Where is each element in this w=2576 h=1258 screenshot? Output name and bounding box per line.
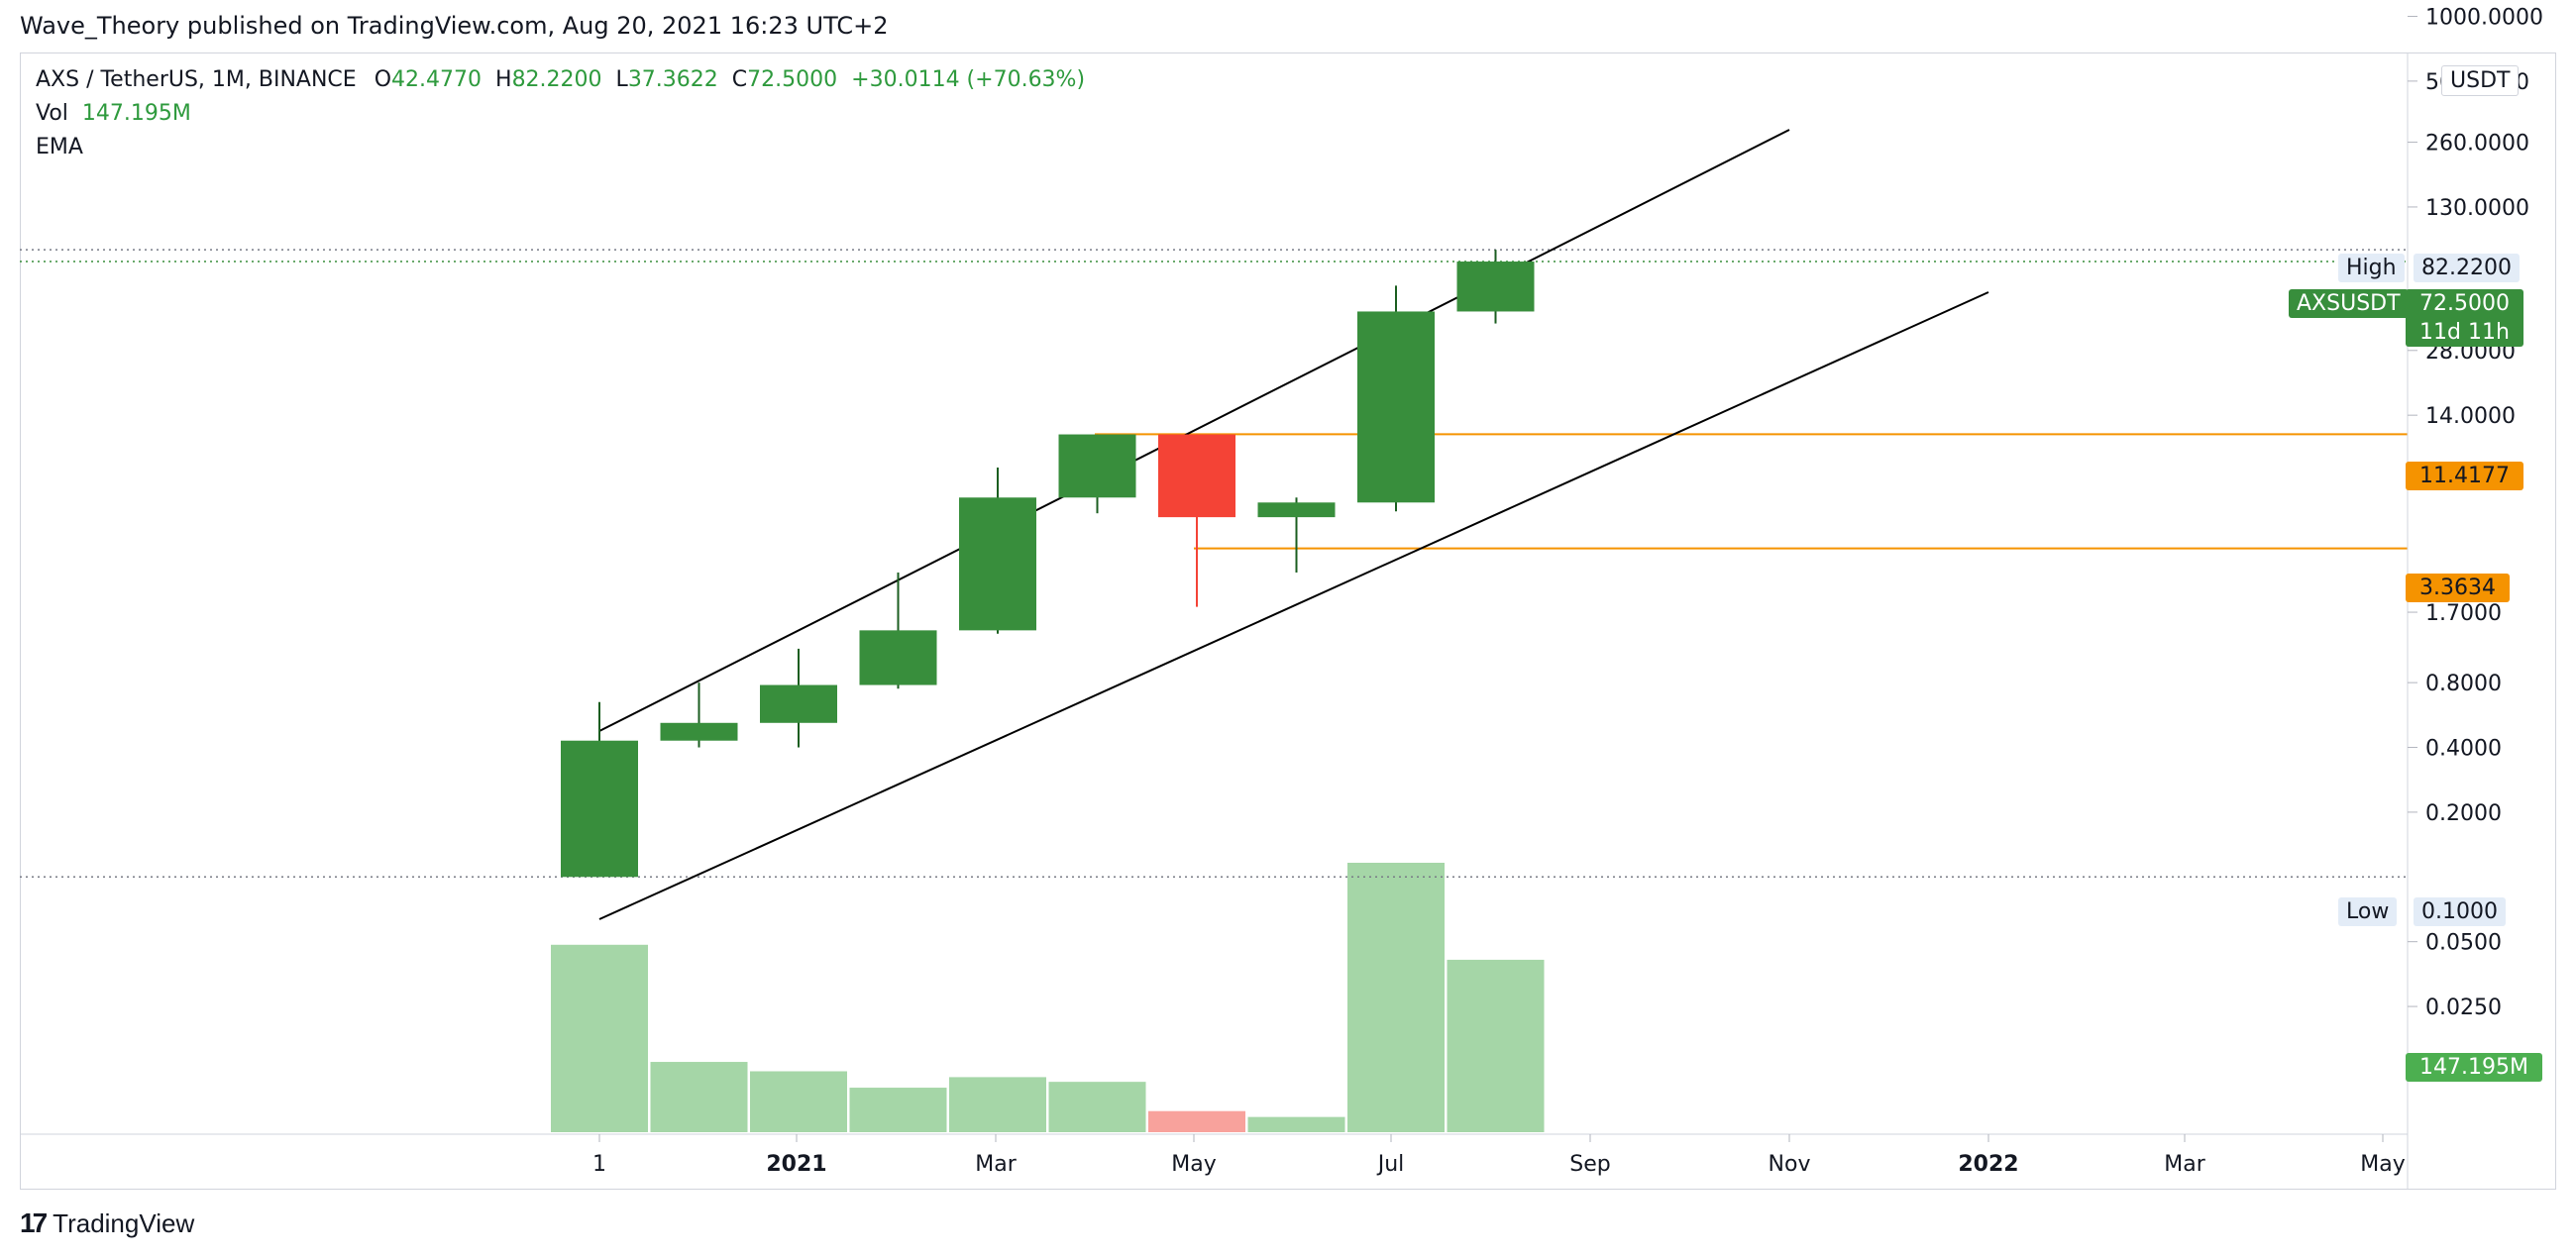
volume-bar — [650, 1062, 748, 1132]
currency-button[interactable]: USDT — [2441, 65, 2520, 96]
legend-high: H82.2200 — [495, 67, 602, 92]
candle — [561, 701, 638, 878]
time-tick-label: Sep — [1569, 1152, 1610, 1177]
price-tick-label: 1.7000 — [2425, 601, 2502, 626]
price-tick-label: 130.0000 — [2425, 196, 2529, 221]
candle — [859, 572, 937, 689]
volume-bar — [949, 1077, 1046, 1132]
volume-bar — [1247, 1116, 1345, 1132]
volume-bar — [1347, 863, 1445, 1132]
price-tick-label: 14.0000 — [2425, 404, 2516, 429]
price-tick-label: 0.4000 — [2425, 737, 2502, 762]
price-tick-label: 0.2000 — [2425, 801, 2502, 826]
price-tick-label: 0.0500 — [2425, 931, 2502, 956]
candles — [561, 250, 1535, 878]
candle-body — [859, 630, 937, 685]
volume-bar — [1148, 1110, 1245, 1132]
legend-change: +30.0114 (+70.63%) — [851, 67, 1086, 92]
time-tick-label: Nov — [1769, 1152, 1811, 1177]
low-label: Low — [2338, 897, 2398, 926]
volume-bar — [849, 1088, 947, 1132]
countdown-tag: 11d 11h — [2406, 318, 2523, 347]
legend-ema[interactable]: EMA — [36, 135, 83, 159]
volume-tag: 147.195M — [2406, 1053, 2542, 1082]
candle-body — [1456, 262, 1535, 312]
time-axis: 1 2021 Mar May Jul Sep Nov 2022 Mar May — [592, 1134, 2406, 1177]
tradingview-logo-mark: 17 — [20, 1207, 48, 1238]
time-tick-label: 2022 — [1958, 1152, 2018, 1177]
candle — [1058, 434, 1136, 514]
volume-bar — [551, 944, 648, 1132]
low-value: 0.1000 — [2414, 897, 2506, 926]
candle — [959, 467, 1036, 634]
time-tick-label: May — [2360, 1152, 2405, 1177]
volume-bars — [551, 863, 1545, 1132]
candle-body — [959, 497, 1036, 631]
price-tick-label: 0.0250 — [2425, 996, 2502, 1020]
candle — [760, 648, 837, 748]
volume-bar — [1447, 959, 1545, 1132]
high-value: 82.2200 — [2414, 254, 2520, 282]
candle-body — [660, 722, 738, 741]
price-tick-label: 260.0000 — [2425, 132, 2529, 157]
candle — [660, 682, 738, 748]
time-tick-label: Mar — [975, 1152, 1017, 1177]
last-price-tag: 72.5000 — [2406, 289, 2523, 318]
candle — [1357, 285, 1435, 512]
tradingview-logo[interactable]: 17 TradingView — [20, 1207, 194, 1239]
legend-ohlc-row: AXS / TetherUS, 1M, BINANCE O42.4770 H82.2… — [36, 67, 1085, 92]
publisher-header: Wave_Theory published on TradingView.com… — [20, 12, 889, 40]
symbol-tag: AXSUSDT — [2289, 289, 2409, 318]
horizontal-levels — [1095, 433, 2408, 550]
candle — [1257, 497, 1336, 573]
candle-body — [561, 740, 638, 878]
candle-body — [1257, 502, 1336, 518]
candle-body — [1058, 434, 1136, 498]
trend-channel — [598, 129, 1989, 920]
legend-vol-label: Vol — [36, 101, 68, 126]
chart-frame[interactable] — [20, 52, 2556, 1190]
candle-body — [1158, 434, 1235, 518]
time-tick-label: 1 — [592, 1152, 606, 1177]
time-tick-label: Jul — [1376, 1152, 1405, 1177]
volume-bar — [750, 1071, 847, 1132]
volume-bar — [1048, 1082, 1146, 1132]
candle-body — [1357, 311, 1435, 503]
tradingview-brand: TradingView — [53, 1207, 195, 1238]
channel-upper-line — [598, 129, 1790, 732]
candle-body — [760, 684, 837, 723]
level-1-tag: 11.4177 — [2406, 462, 2523, 490]
legend-volume-row: Vol 147.195M — [36, 101, 191, 126]
level-2-tag: 3.3634 — [2406, 574, 2510, 602]
price-tick-label: 0.8000 — [2425, 672, 2502, 696]
time-tick-label: 2021 — [766, 1152, 826, 1177]
candle — [1456, 250, 1535, 324]
time-tick-label: May — [1171, 1152, 1216, 1177]
time-tick-label: Mar — [2164, 1152, 2205, 1177]
legend-close: C72.5000 — [731, 67, 838, 92]
candle — [1158, 434, 1235, 607]
legend-symbol: AXS / TetherUS, 1M, BINANCE — [36, 67, 357, 92]
price-axis: 1000.0000500.0000260.0000130.000028.0000… — [2408, 6, 2543, 1082]
legend-low: L37.3622 — [615, 67, 718, 92]
channel-lower-line — [598, 291, 1989, 920]
legend-vol-value: 147.195M — [81, 101, 191, 126]
dotted-price-lines — [20, 249, 2408, 879]
legend-open: O42.4770 — [374, 67, 483, 92]
price-tick-label: 1000.0000 — [2425, 6, 2543, 31]
high-label: High — [2338, 254, 2405, 282]
